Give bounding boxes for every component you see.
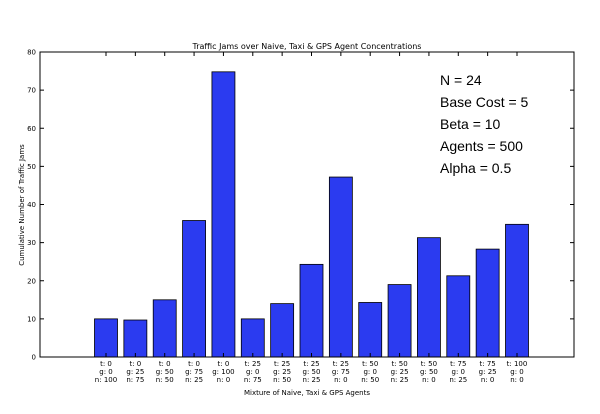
bar — [475, 248, 500, 358]
y-tick-label: 80 — [27, 49, 36, 57]
parameter-annotation: Beta = 10 — [440, 116, 501, 132]
x-tick-label: t: 25 g: 25 n: 50 — [273, 360, 291, 384]
parameter-annotation: Alpha = 0.5 — [440, 160, 511, 176]
x-tick-label: t: 75 g: 25 n: 0 — [479, 360, 497, 384]
x-tick-label: t: 50 g: 0 n: 50 — [361, 360, 379, 384]
x-tick-label: t: 25 g: 75 n: 0 — [332, 360, 350, 384]
x-tick-label: t: 0 g: 25 n: 75 — [126, 360, 144, 384]
y-tick-label: 20 — [27, 277, 36, 285]
x-axis-label: Mixture of Naive, Taxi & GPS Agents — [244, 389, 370, 397]
y-tick-label: 70 — [27, 87, 36, 95]
y-tick-label: 50 — [27, 163, 36, 171]
y-tick-label: 40 — [27, 201, 36, 209]
bar — [299, 263, 324, 358]
bar — [240, 318, 265, 358]
x-tick-label: t: 75 g: 0 n: 25 — [449, 360, 467, 384]
bar — [417, 237, 441, 358]
parameter-annotation: N = 24 — [440, 72, 482, 88]
x-tick-label: t: 50 g: 50 n: 0 — [420, 360, 438, 384]
bar — [387, 284, 412, 358]
y-tick-label: 60 — [27, 125, 36, 133]
bar — [505, 223, 529, 358]
bar — [211, 71, 236, 358]
x-tick-label: t: 25 g: 0 n: 75 — [244, 360, 262, 384]
y-axis-label: Cumulative Number of Traffic Jams — [18, 144, 26, 266]
bar — [152, 299, 177, 358]
x-tick-label: t: 100 g: 0 n: 0 — [507, 360, 528, 384]
bar — [358, 302, 383, 358]
y-tick-label: 10 — [27, 315, 36, 323]
x-tick-label: t: 0 g: 75 n: 25 — [185, 360, 203, 384]
bar — [270, 303, 295, 358]
bar — [328, 176, 353, 358]
x-tick-label: t: 50 g: 25 n: 25 — [391, 360, 409, 384]
parameter-annotation: Base Cost = 5 — [440, 94, 529, 110]
bar — [123, 319, 148, 358]
x-tick-label: t: 25 g: 50 n: 25 — [303, 360, 321, 384]
bar — [94, 318, 118, 358]
y-tick-label: 0 — [32, 354, 36, 362]
bar — [446, 275, 471, 358]
x-tick-label: t: 0 g: 0 n: 100 — [95, 360, 117, 384]
bar — [182, 220, 206, 358]
x-tick-label: t: 0 g: 50 n: 50 — [156, 360, 174, 384]
x-tick-label: t: 0 g: 100 n: 0 — [212, 360, 234, 384]
parameter-annotation: Agents = 500 — [440, 138, 523, 154]
chart-title: Traffic Jams over Naive, Taxi & GPS Agen… — [192, 42, 422, 51]
y-tick-label: 30 — [27, 239, 36, 247]
